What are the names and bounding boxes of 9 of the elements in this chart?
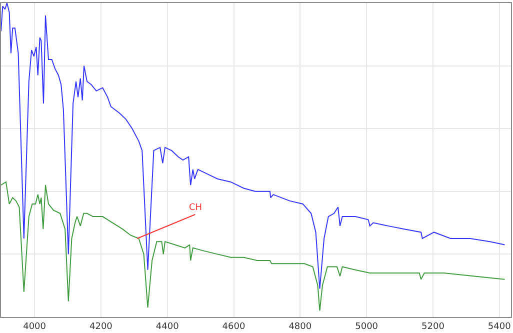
x-tick-label: 4000 [23, 322, 46, 332]
x-tick-label: 5400 [488, 322, 512, 332]
x-tick-label: 4200 [89, 322, 113, 332]
x-tick-label: 5000 [355, 322, 378, 332]
x-tick-label: 4400 [156, 322, 180, 332]
x-tick-label: 5200 [422, 322, 445, 332]
x-tick-label: 4600 [222, 322, 246, 332]
x-tick-label: 4800 [288, 322, 312, 332]
annotation: CH [189, 203, 202, 213]
